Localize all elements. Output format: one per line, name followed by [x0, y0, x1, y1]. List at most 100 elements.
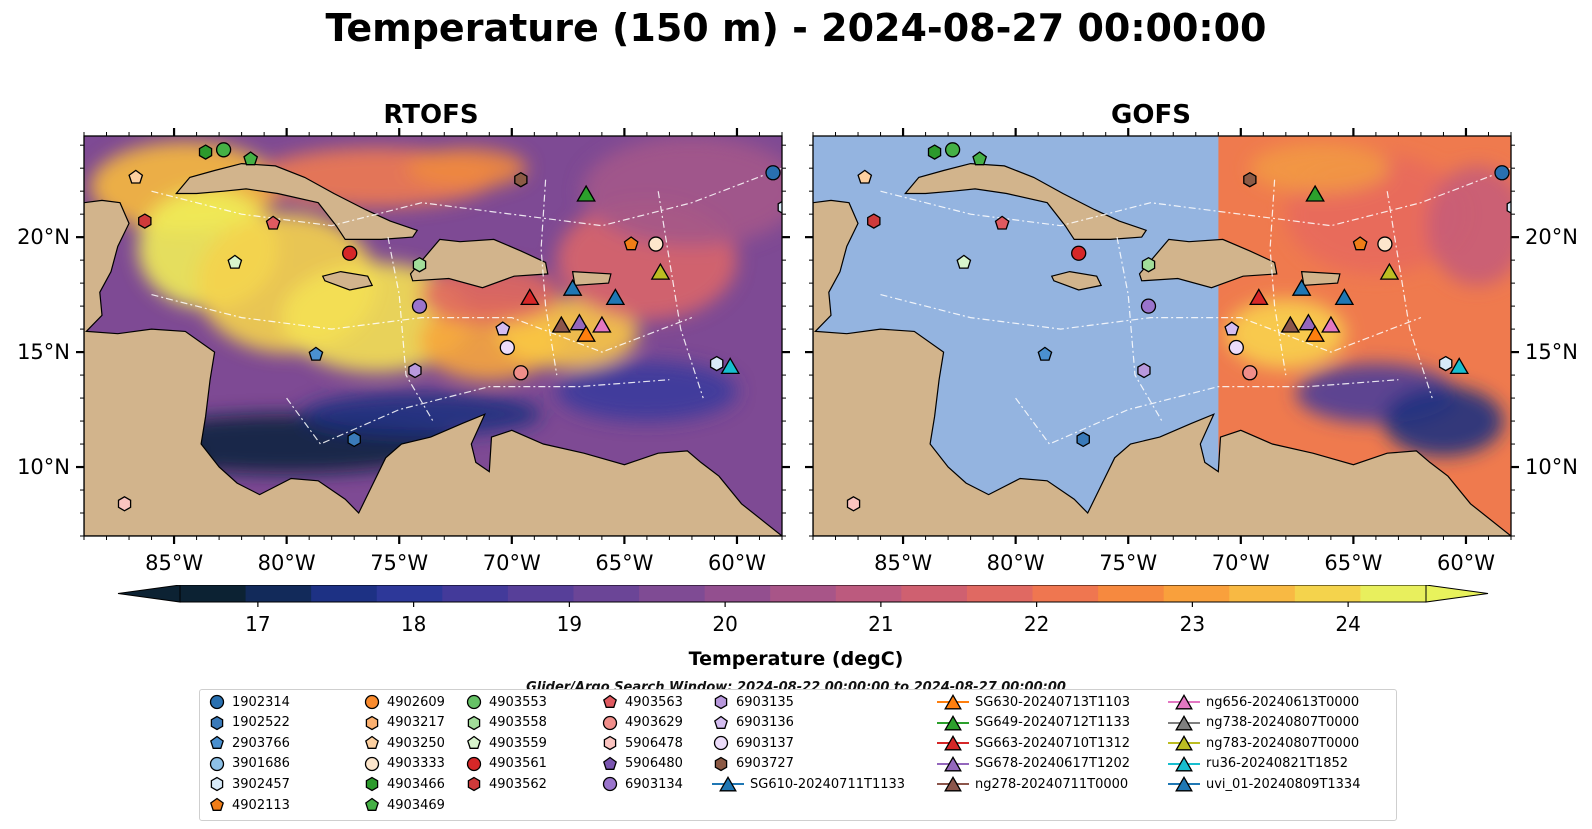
colorbar-bin — [704, 585, 771, 602]
colorbar-bin — [507, 585, 574, 602]
legend-label: 4903559 — [489, 735, 547, 751]
legend-entry: ru36-20240821T1852 — [1168, 754, 1348, 774]
legend-entry: 6903137 — [712, 733, 794, 753]
landmasses — [84, 162, 782, 536]
float-marker — [499, 339, 515, 356]
lon-tick-label: 65°W — [595, 551, 653, 575]
legend-entry: 5906478 — [601, 733, 683, 753]
legend-marker-icon — [364, 756, 380, 771]
float-marker — [994, 215, 1010, 230]
float-marker — [1249, 288, 1269, 306]
legend-marker-icon — [467, 777, 481, 792]
float-marker — [1305, 184, 1325, 202]
gofs-map[interactable]: 85°W 80°W 75°W 70°W 65°W 60°W 20°N 15°N 10°N — [805, 128, 1578, 575]
float-marker — [857, 169, 873, 184]
float-marker — [720, 357, 741, 375]
legend-label: 4903562 — [489, 776, 547, 792]
legend-label: 4903561 — [489, 756, 547, 772]
legend-marker-icon — [467, 715, 481, 730]
legend-label: 5906478 — [625, 735, 683, 751]
float-marker — [1449, 357, 1470, 375]
lat-tick-label: 20°N — [1525, 225, 1578, 249]
lon-tick-label: 65°W — [1324, 551, 1382, 575]
colorbar-bin — [966, 585, 1034, 602]
maps-canvas: 85°W 80°W 75°W 70°W 65°W 60°W 20°N 15°N 10°N 85°… — [17, 128, 1578, 575]
legend-marker-icon — [603, 756, 617, 770]
legend-entry: 4903250 — [363, 733, 445, 753]
landmasses — [813, 162, 1511, 536]
legend-label: 6903135 — [736, 694, 794, 710]
float-marker — [1305, 324, 1325, 342]
legend-entry: 4903629 — [601, 713, 683, 733]
lon-tick-label: 80°W — [987, 551, 1045, 575]
land-jamaica — [1050, 270, 1103, 291]
lon-tick-label: 70°W — [483, 551, 541, 575]
legend-marker-icon — [466, 694, 482, 710]
legend-label: ng278-20240711T0000 — [975, 776, 1129, 792]
float-marker — [198, 144, 213, 160]
legend-label: 4902609 — [387, 694, 445, 710]
land-puertorico — [1300, 270, 1341, 287]
legend-label: 6903134 — [625, 776, 683, 792]
float-marker — [227, 254, 243, 269]
colorbar-bin — [311, 585, 378, 602]
float-marker — [408, 362, 422, 379]
legend-label: SG678-20240617T1202 — [975, 756, 1131, 772]
legend-marker-icon — [210, 777, 224, 792]
legend-entry: SG630-20240713T1103 — [937, 692, 1130, 712]
float-marker — [944, 142, 961, 158]
colorbar-bin — [770, 585, 837, 602]
float-marker — [777, 200, 782, 214]
legend-entry: SG649-20240712T1133 — [937, 713, 1130, 733]
colorbar-tick-label: 23 — [1180, 612, 1205, 636]
float-marker — [569, 313, 590, 331]
legend-entry: ng656-20240613T0000 — [1168, 692, 1359, 712]
legend-marker-icon — [210, 715, 224, 730]
lat-tick-label: 15°N — [1525, 340, 1578, 364]
legend-marker-icon — [1168, 776, 1200, 792]
float-marker — [1377, 236, 1393, 252]
legend-entry: 3901686 — [208, 754, 290, 774]
legend-entry: 4903562 — [465, 774, 547, 794]
float-marker — [1242, 365, 1258, 381]
land-puertorico — [571, 270, 612, 287]
float-marker — [1494, 165, 1510, 181]
colorbar: 17 18 19 20 21 22 23 24 — [117, 585, 1489, 636]
float-marker — [215, 142, 232, 158]
legend-label: 4902113 — [232, 797, 290, 813]
legend-marker-icon — [210, 797, 224, 811]
colorbar-bin — [1163, 585, 1230, 602]
legend-entry: 1902522 — [208, 713, 290, 733]
legend-marker-icon — [466, 756, 482, 771]
land-hispaniola — [409, 238, 549, 289]
float-marker — [650, 262, 671, 280]
rtofs-map[interactable]: 85°W 80°W 75°W 70°W 65°W 60°W 20°N 15°N 10°N — [17, 128, 802, 575]
float-marker — [1141, 256, 1156, 273]
legend-entry: 1902314 — [208, 692, 290, 712]
legend-label: SG610-20240711T1133 — [750, 776, 906, 792]
legend-label: SG630-20240713T1103 — [975, 694, 1131, 710]
legend-marker-icon — [713, 736, 729, 751]
legend-marker-icon — [1168, 735, 1200, 751]
colorbar-bin — [901, 585, 968, 602]
float-marker — [1076, 431, 1090, 448]
legend-marker-icon — [714, 756, 728, 772]
legend-entry: 4903553 — [465, 692, 547, 712]
colorbar-tick-label: 22 — [1024, 612, 1049, 636]
float-marker — [927, 144, 942, 160]
legend-marker-icon — [209, 694, 225, 710]
float-marker — [1291, 278, 1312, 296]
legend-marker-icon — [365, 777, 379, 792]
legend-label: 3902457 — [232, 776, 290, 792]
legend: 1902314 1902522 2903766 3901686 3902457 49021… — [199, 689, 1397, 821]
lon-tick-label: 80°W — [258, 551, 316, 575]
legend-label: 6903727 — [736, 756, 794, 772]
colorbar-tick-label: 18 — [401, 612, 426, 636]
float-marker — [1137, 362, 1151, 379]
colorbar-bin — [1294, 585, 1361, 602]
legend-entry: 6903135 — [712, 692, 794, 712]
legend-label: ng656-20240613T0000 — [1206, 694, 1360, 710]
legend-label: ng738-20240807T0000 — [1206, 715, 1360, 731]
colorbar-tick-label: 21 — [868, 612, 893, 636]
float-marker — [765, 165, 781, 181]
